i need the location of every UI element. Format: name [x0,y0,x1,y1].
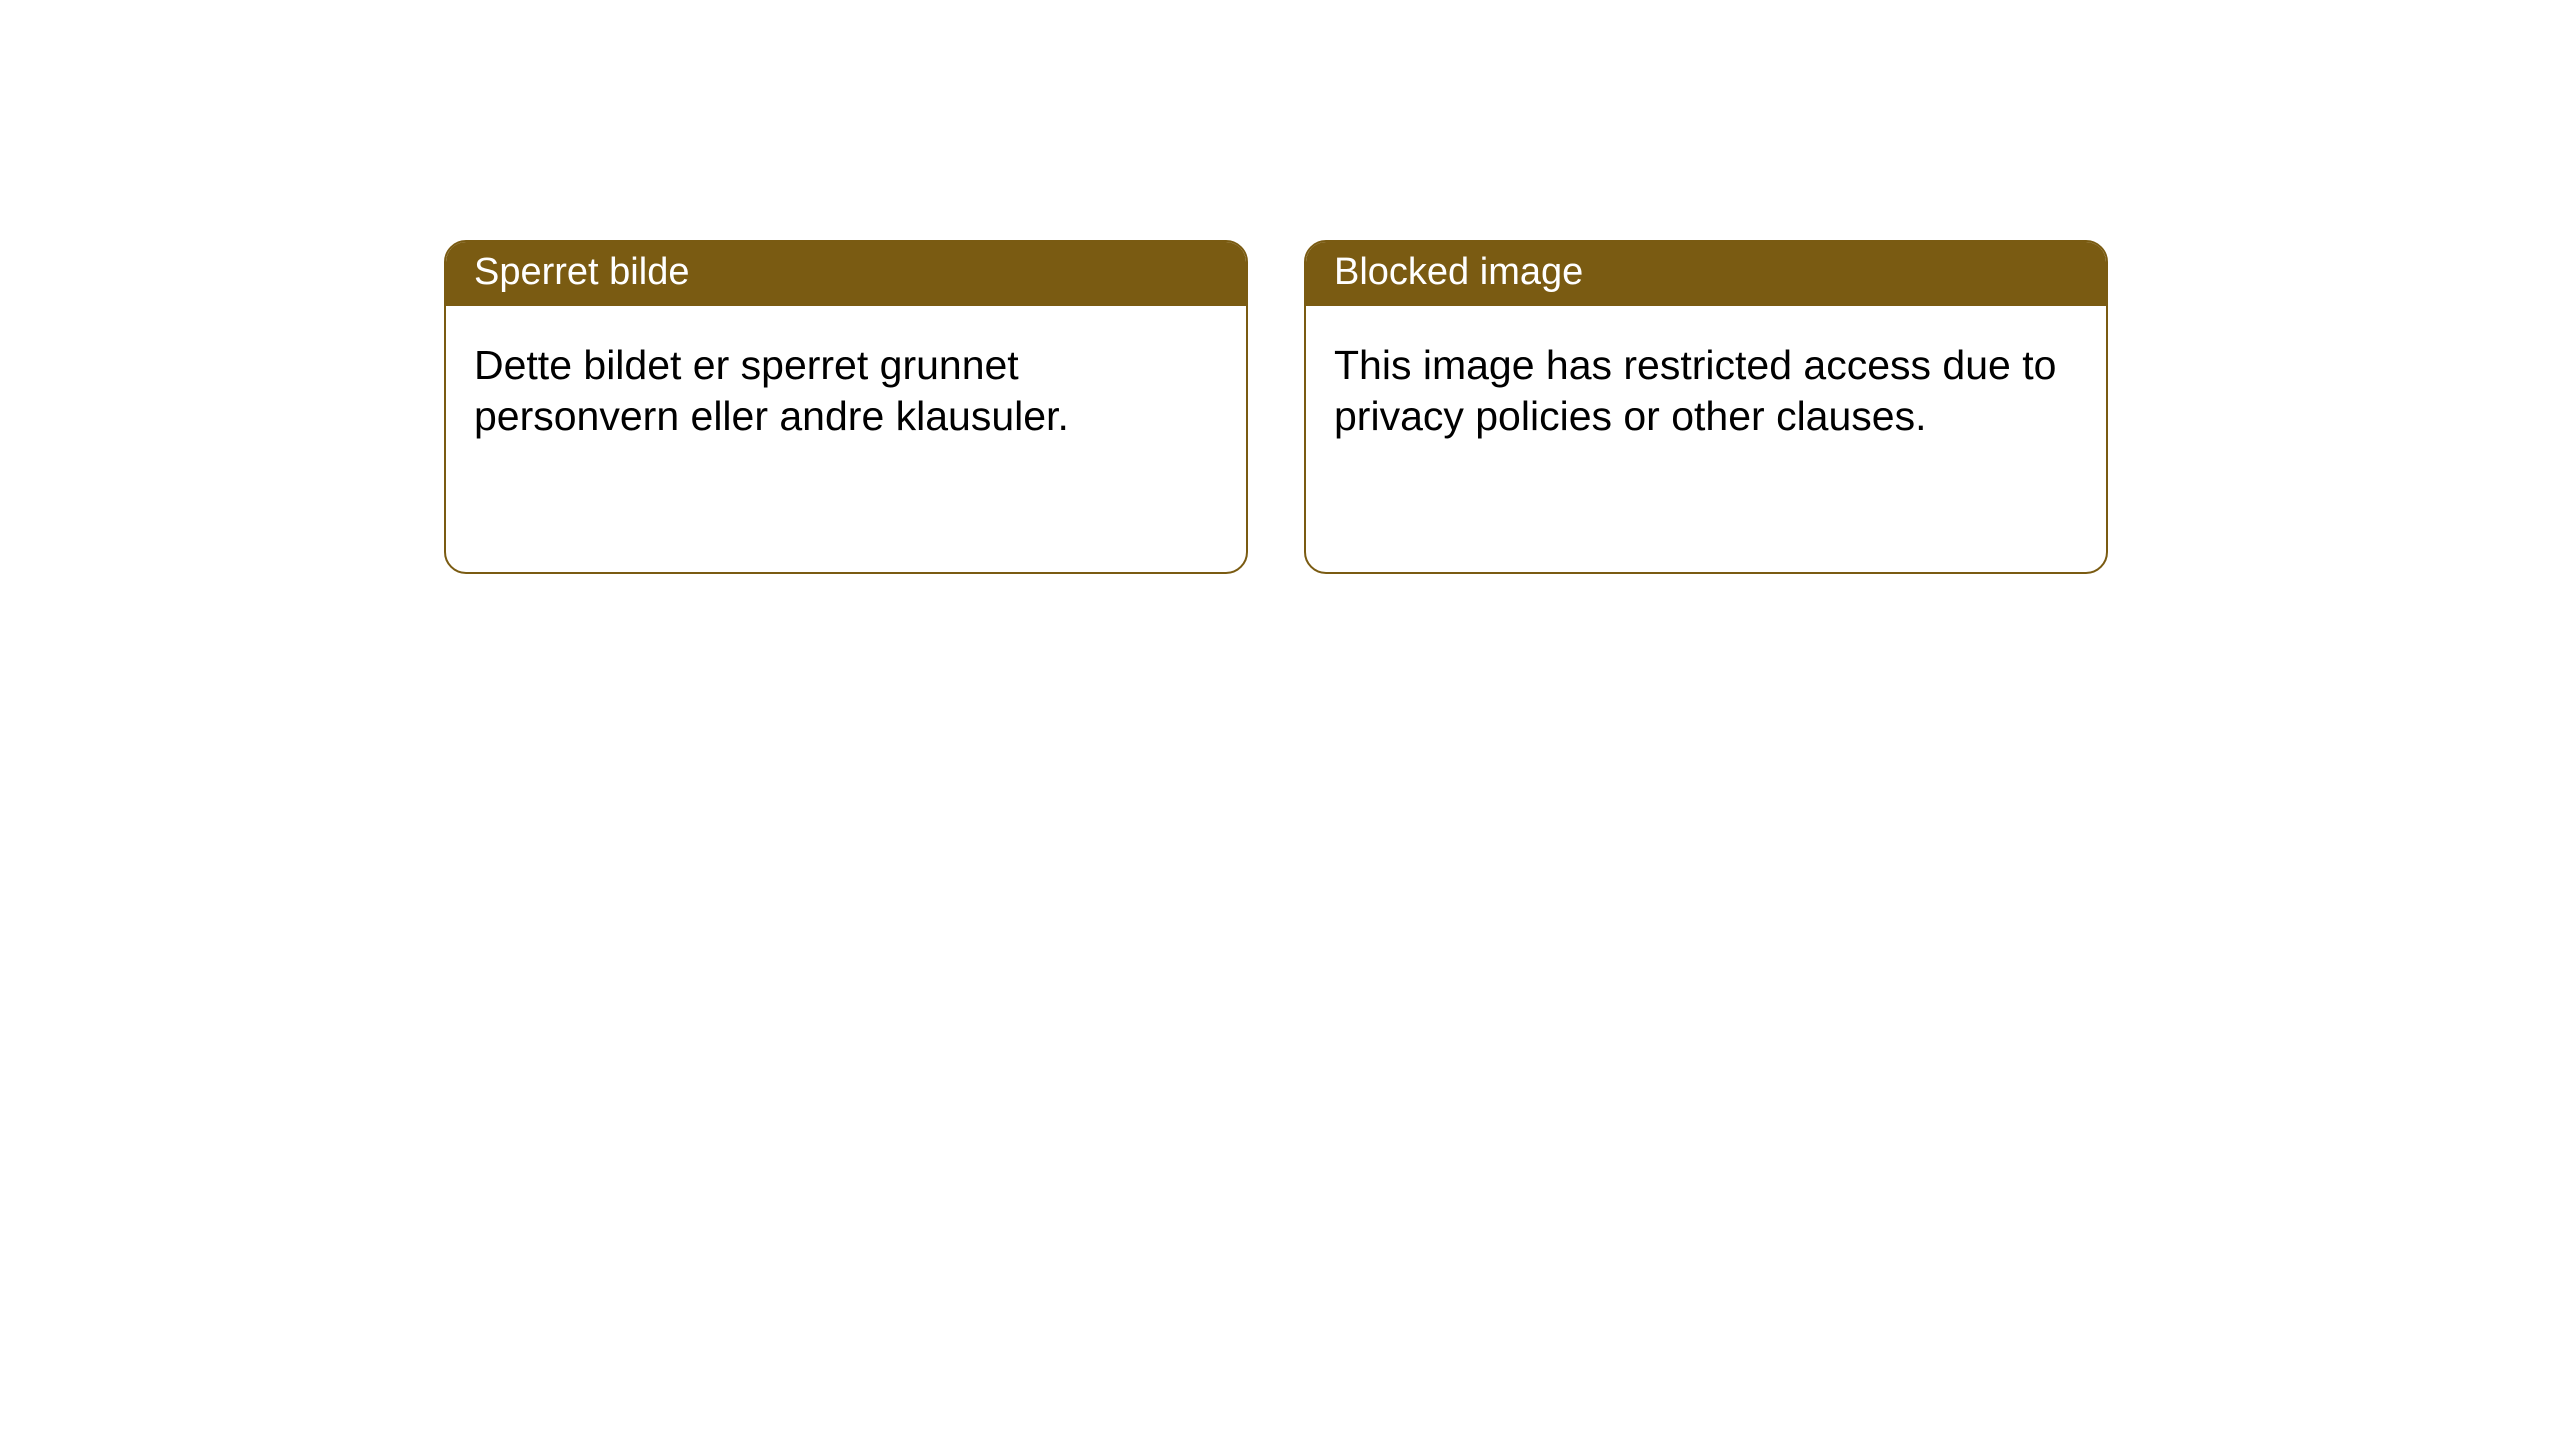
notice-body-no: Dette bildet er sperret grunnet personve… [446,306,1246,477]
notice-card-en: Blocked image This image has restricted … [1304,240,2108,574]
notice-card-no: Sperret bilde Dette bildet er sperret gr… [444,240,1248,574]
notice-body-en: This image has restricted access due to … [1306,306,2106,477]
notice-container: Sperret bilde Dette bildet er sperret gr… [0,0,2560,574]
notice-title-no: Sperret bilde [446,242,1246,306]
notice-title-en: Blocked image [1306,242,2106,306]
